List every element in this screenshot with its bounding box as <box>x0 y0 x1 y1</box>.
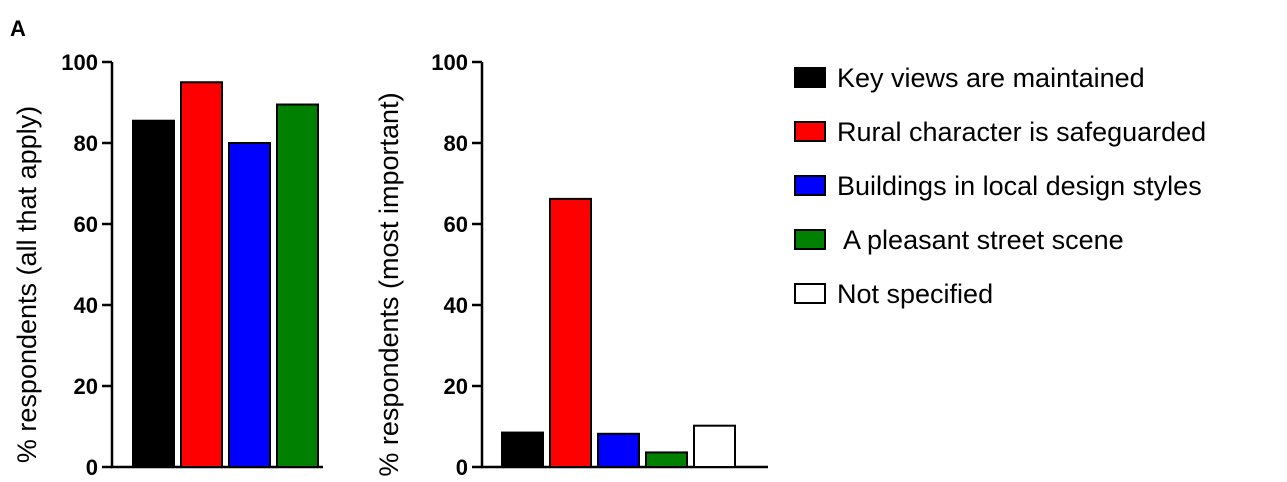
y-tick-label: 20 <box>74 374 98 399</box>
legend-label: Rural character is safeguarded <box>837 117 1206 147</box>
bar <box>276 103 319 469</box>
legend-swatch <box>794 121 826 142</box>
bar <box>228 142 271 468</box>
y-tick-label: 100 <box>61 50 98 75</box>
legend-label: Not specified <box>837 279 993 309</box>
y-tick-label: 40 <box>74 293 98 318</box>
bar <box>132 119 175 468</box>
y-axis-label: % respondents (most important) <box>374 92 404 476</box>
y-tick-label: 0 <box>86 455 98 480</box>
bar <box>501 431 544 469</box>
y-tick-label: 40 <box>444 293 468 318</box>
chart-most-important: 0 20 40 60 80 100 % respondents (most importan… <box>374 50 768 480</box>
legend-label: Buildings in local design styles <box>837 171 1202 201</box>
y-axis-label: % respondents (all that apply) <box>12 106 42 463</box>
bar <box>693 424 736 469</box>
bar <box>645 451 688 469</box>
legend-swatch <box>794 283 826 304</box>
chart-all-that-apply: 0 20 40 60 80 100 % respondents (all that appl… <box>12 50 323 480</box>
bar <box>549 197 592 468</box>
legend-label: Key views are maintained <box>837 63 1145 93</box>
legend-swatch <box>794 229 826 250</box>
y-tick-label: 80 <box>74 131 98 156</box>
y-tick-label: 60 <box>444 212 468 237</box>
y-tick-label: 100 <box>431 50 468 75</box>
bar <box>180 81 223 468</box>
legend: Key views are maintained Rural character … <box>794 63 1206 309</box>
y-tick-label: 80 <box>444 131 468 156</box>
legend-label: A pleasant street scene <box>837 225 1124 255</box>
panel-label: A <box>10 16 26 41</box>
y-tick-label: 60 <box>74 212 98 237</box>
legend-swatch <box>794 67 826 88</box>
y-tick-label: 0 <box>456 455 468 480</box>
legend-swatch <box>794 175 826 196</box>
y-tick-label: 20 <box>444 374 468 399</box>
bar <box>597 432 640 469</box>
